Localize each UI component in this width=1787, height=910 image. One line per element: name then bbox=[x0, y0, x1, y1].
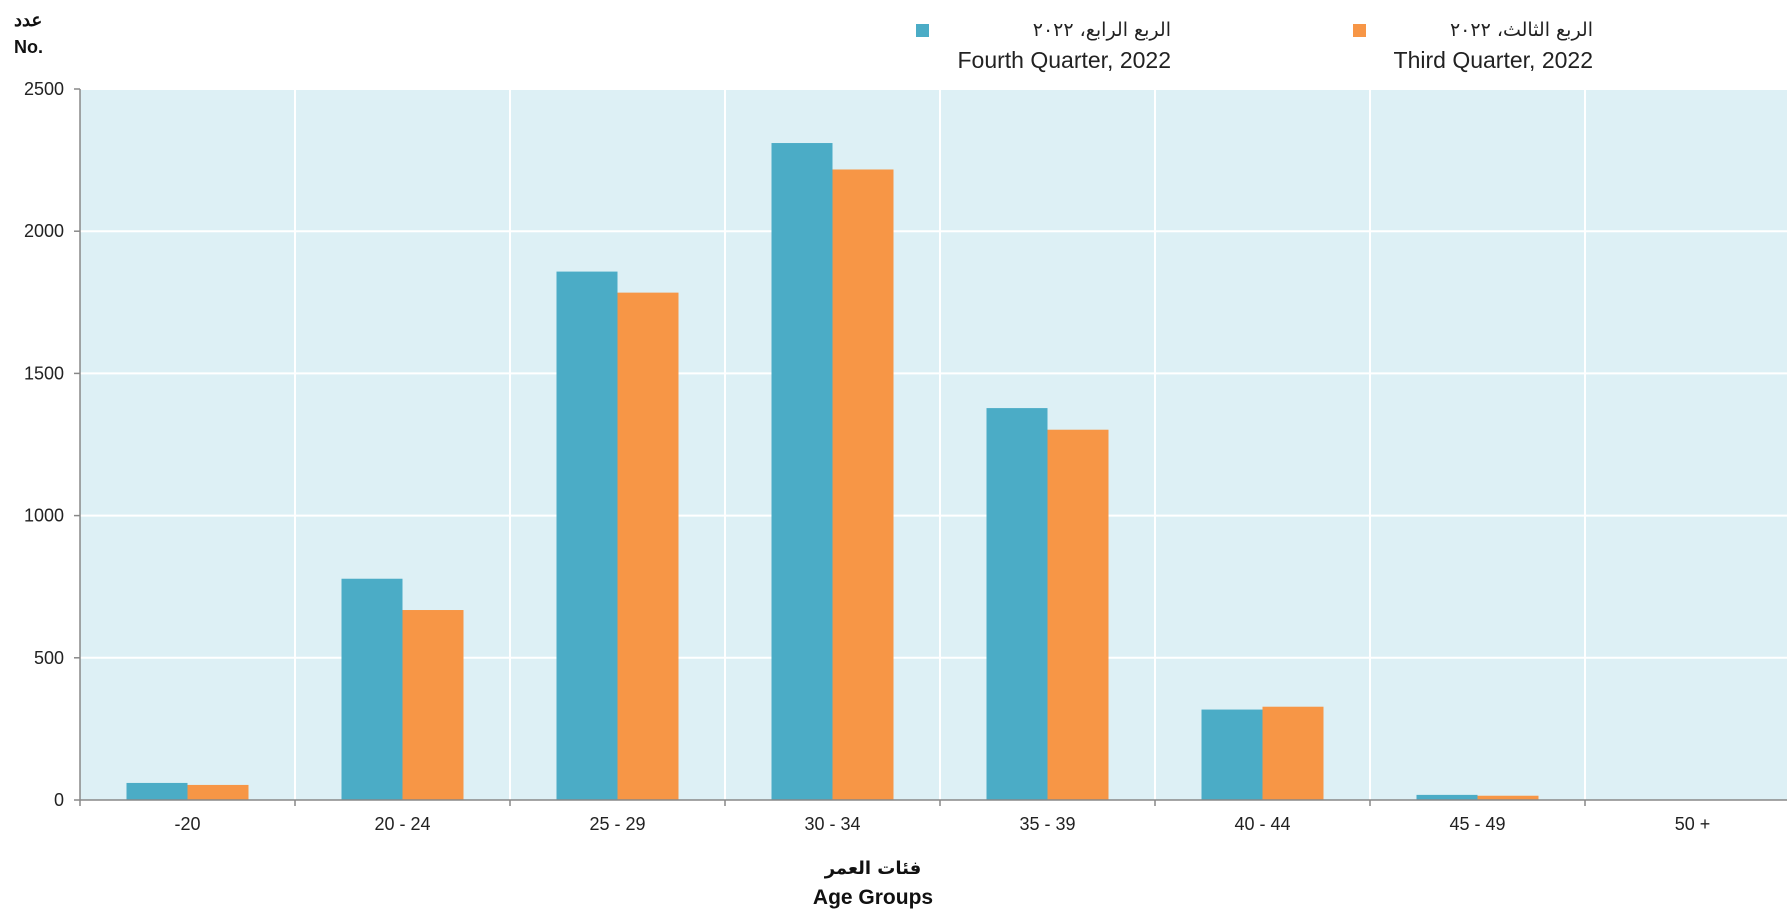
plot-area bbox=[80, 89, 1787, 800]
y-tick-label: 2000 bbox=[24, 221, 64, 241]
x-tick-label: 50 + bbox=[1675, 814, 1711, 834]
bar bbox=[618, 293, 679, 800]
x-tick-labels: -20 20 - 24 25 - 29 30 - 34 35 - 39 40 - 44 45… bbox=[174, 814, 1710, 834]
legend-label-en: Fourth Quarter, 2022 bbox=[957, 47, 1171, 73]
legend-item-third-quarter: الربع الثالث، ٢٠٢٢ Third Quarter, 2022 bbox=[1353, 19, 1593, 73]
bar bbox=[833, 169, 894, 800]
legend-item-fourth-quarter: الربع الرابع، ٢٠٢٢ Fourth Quarter, 2022 bbox=[916, 19, 1171, 73]
legend-label-ar: الربع الرابع، ٢٠٢٢ bbox=[1033, 19, 1171, 41]
bar bbox=[1048, 430, 1109, 800]
x-axis-label-ar: فئات العمر bbox=[824, 858, 922, 879]
y-tick-label: 1000 bbox=[24, 506, 64, 526]
y-tick-label: 500 bbox=[34, 648, 64, 668]
x-tick-label: 40 - 44 bbox=[1234, 814, 1290, 834]
bar bbox=[557, 272, 618, 800]
x-axis-label-en: Age Groups bbox=[813, 886, 933, 909]
y-axis-label-ar: عدد bbox=[14, 10, 42, 30]
legend-label-ar: الربع الثالث، ٢٠٢٢ bbox=[1450, 19, 1593, 41]
bar bbox=[342, 579, 403, 800]
x-tick-label: 30 - 34 bbox=[804, 814, 860, 834]
legend: الربع الرابع، ٢٠٢٢ Fourth Quarter, 2022 … bbox=[916, 19, 1593, 73]
bar bbox=[1263, 707, 1324, 800]
x-tick-label: 45 - 49 bbox=[1449, 814, 1505, 834]
x-tick-label: -20 bbox=[174, 814, 200, 834]
y-tick-labels: 0 500 1000 1500 2000 2500 bbox=[24, 79, 64, 810]
bar bbox=[772, 143, 833, 800]
bar bbox=[1202, 710, 1263, 800]
bar bbox=[188, 785, 249, 800]
legend-swatch bbox=[1353, 24, 1366, 37]
legend-label-en: Third Quarter, 2022 bbox=[1394, 47, 1593, 73]
x-tick-label: 20 - 24 bbox=[374, 814, 430, 834]
bar bbox=[403, 610, 464, 800]
y-tick-label: 1500 bbox=[24, 363, 64, 383]
bar bbox=[1417, 795, 1478, 800]
x-tick-label: 35 - 39 bbox=[1019, 814, 1075, 834]
legend-swatch bbox=[916, 24, 929, 37]
y-axis-label-en: No. bbox=[14, 37, 43, 57]
y-tick-label: 2500 bbox=[24, 79, 64, 99]
y-tick-label: 0 bbox=[54, 790, 64, 810]
bar bbox=[127, 783, 188, 800]
x-tick-label: 25 - 29 bbox=[589, 814, 645, 834]
bar bbox=[987, 408, 1048, 800]
